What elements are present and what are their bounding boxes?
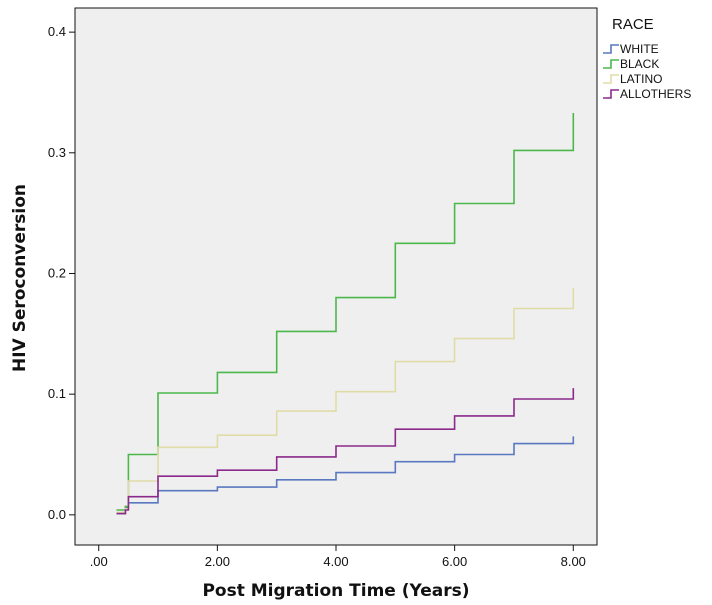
y-tick-label: 0.3 xyxy=(48,145,66,160)
plot-area xyxy=(74,7,598,546)
legend-swatch-white xyxy=(603,44,619,54)
y-tick-label: 0.4 xyxy=(48,24,66,39)
legend-swatch-latino xyxy=(603,74,619,84)
y-axis: 0.0 0.1 0.2 0.3 0.4 xyxy=(48,24,75,522)
x-tick-label: .00 xyxy=(90,554,108,569)
legend-swatch-black xyxy=(603,59,619,69)
x-axis-title: Post Migration Time (Years) xyxy=(202,581,469,601)
x-axis: .00 2.00 4.00 6.00 8.00 xyxy=(90,545,586,569)
y-tick-label: 0.1 xyxy=(48,386,66,401)
legend-label-allothers: ALLOTHERS xyxy=(620,87,691,101)
x-tick-label: 4.00 xyxy=(323,554,348,569)
legend-title: RACE xyxy=(612,16,654,33)
y-tick-label: 0.0 xyxy=(48,507,66,522)
legend-label-black: BLACK xyxy=(620,57,659,71)
legend-label-latino: LATINO xyxy=(620,72,662,86)
series-line-allothers xyxy=(116,388,575,515)
y-axis-title: HIV Seroconversion xyxy=(10,184,30,372)
x-tick-label: 6.00 xyxy=(442,554,467,569)
y-tick-label: 0.2 xyxy=(48,265,66,280)
legend-label-white: WHITE xyxy=(620,42,659,56)
legend-swatch-allothers xyxy=(603,89,619,99)
series-lines xyxy=(116,113,575,515)
x-tick-label: 2.00 xyxy=(205,554,230,569)
x-tick-label: 8.00 xyxy=(561,554,586,569)
